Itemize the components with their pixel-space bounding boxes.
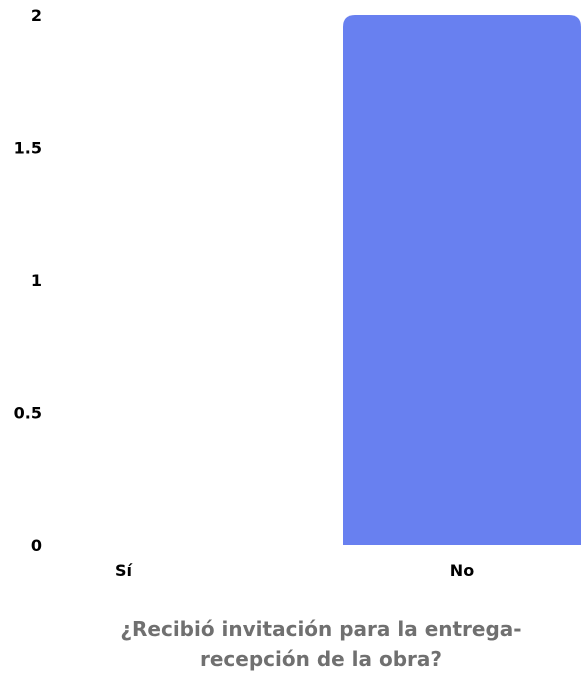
chart-title-line-2: recepción de la obra?: [200, 647, 442, 671]
y-tick-label: 1.5: [14, 139, 42, 158]
y-tick-label: 0: [31, 536, 42, 555]
y-axis-ticks: 0 0.5 1 1.5 2: [14, 6, 42, 555]
bar-no: [343, 15, 581, 545]
x-category-label: Sí: [115, 561, 134, 580]
y-tick-label: 2: [31, 6, 42, 25]
x-category-label: No: [450, 561, 474, 580]
x-axis-labels: Sí No: [115, 561, 474, 580]
y-tick-label: 1: [31, 271, 42, 290]
y-tick-label: 0.5: [14, 404, 42, 423]
chart-title-line-1: ¿Recibió invitación para la entrega-: [120, 617, 521, 641]
chart-title: ¿Recibió invitación para la entrega- rec…: [120, 617, 521, 671]
bars: [343, 15, 581, 545]
